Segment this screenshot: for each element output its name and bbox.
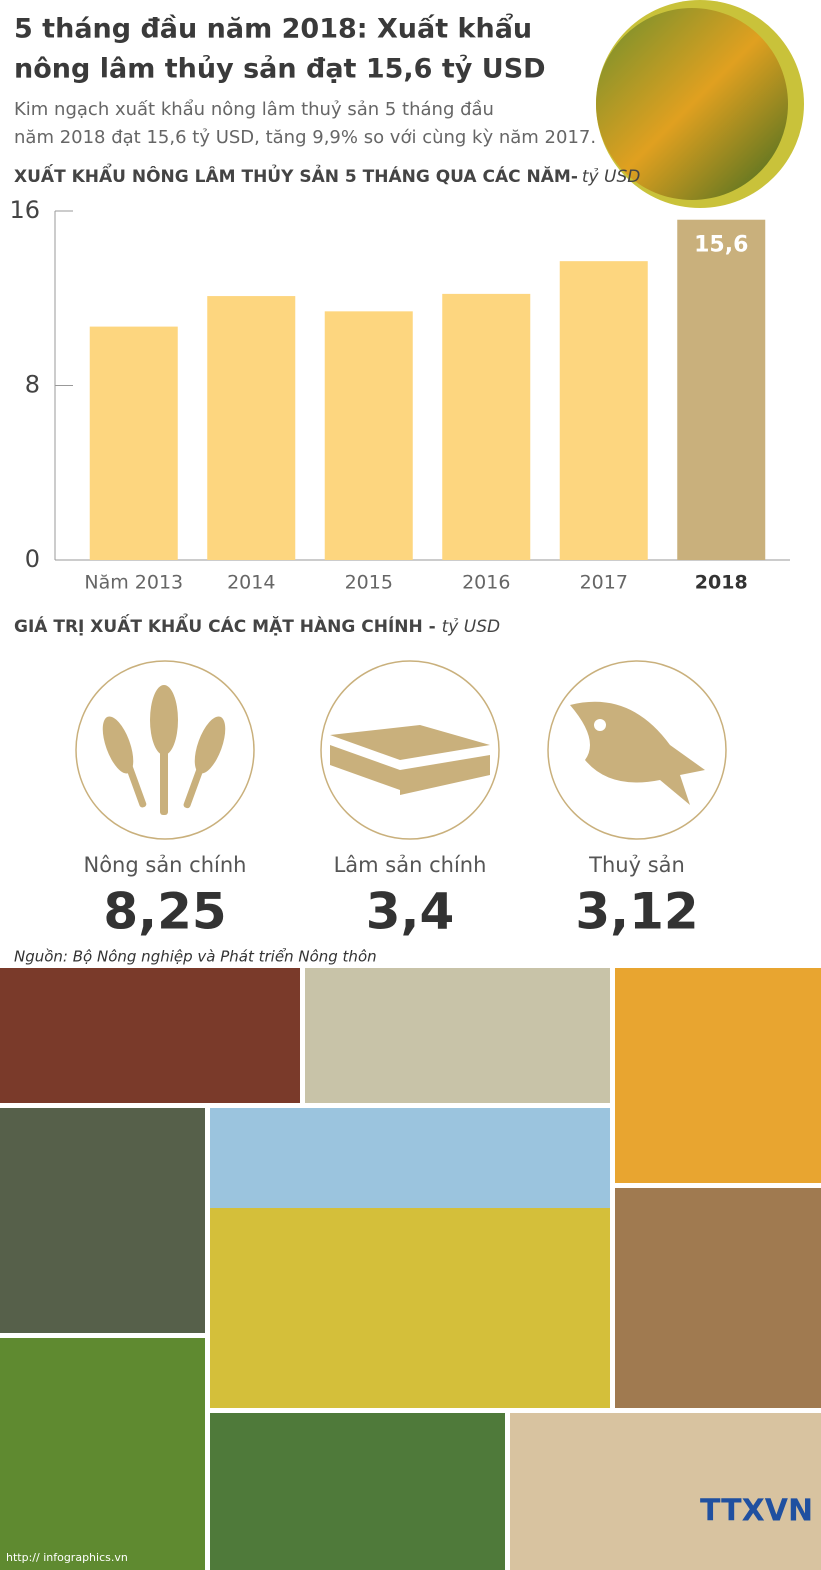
photo	[615, 968, 821, 1183]
bar-chart: 0 8 16 Năm 2013 2014 2015 2016 2017 2018 15,6	[9, 196, 790, 594]
bar	[677, 219, 766, 560]
icon-circle	[320, 660, 500, 840]
photo	[305, 968, 610, 1103]
intro: năm 2018 đạt 15,6 tỷ USD, tăng 9,9% so v…	[14, 127, 596, 148]
bar	[89, 326, 178, 560]
photo	[210, 1208, 610, 1408]
product-label: Thuỷ sản	[588, 853, 685, 877]
section-unit: tỷ USD	[442, 617, 500, 637]
photo	[0, 968, 300, 1103]
photo	[510, 1413, 821, 1570]
icon-circle	[547, 660, 727, 840]
chart-title: XUẤT KHẨU NÔNG LÂM THỦY SẢN 5 THÁNG QUA …	[14, 162, 640, 187]
icon-fish	[570, 701, 705, 805]
product-value: 3,12	[575, 883, 698, 941]
chart-unit: tỷ USD	[582, 167, 640, 187]
title: nông lâm thủy sản đạt 15,6 tỷ USD	[14, 54, 546, 85]
y-tick-label: 8	[25, 371, 40, 399]
icon-circle	[75, 660, 255, 840]
section-title: GIÁ TRỊ XUẤT KHẨU CÁC MẶT HÀNG CHÍNH - t…	[14, 612, 500, 637]
product-label: Lâm sản chính	[334, 853, 487, 877]
product-label: Nông sản chính	[84, 853, 247, 877]
product-value: 8,25	[103, 883, 226, 941]
x-tick-label: Năm 2013	[84, 572, 183, 594]
photo	[0, 1108, 205, 1333]
footer-url: http:// infographics.vn	[6, 1551, 128, 1564]
products: Nông sản chính 8,25 Lâm sản chính 3,4 Thuỷ s…	[75, 660, 727, 941]
bar	[442, 293, 531, 560]
photo	[0, 1338, 205, 1570]
icon-pallet	[330, 725, 490, 795]
bar	[324, 311, 413, 560]
x-tick-label: 2016	[462, 572, 510, 594]
x-tick-label: 2017	[580, 572, 628, 594]
value-label: 15,6	[694, 233, 748, 258]
x-tick-label: 2018	[695, 572, 748, 594]
x-tick-label: 2015	[345, 572, 393, 594]
icon-wheat	[102, 685, 226, 815]
logo: TTXVN	[700, 1494, 813, 1529]
x-tick-label: 2014	[227, 572, 275, 594]
product-value: 3,4	[366, 883, 455, 941]
y-tick-label: 0	[25, 545, 40, 573]
photo	[615, 1188, 821, 1408]
chart-title-text: XUẤT KHẨU NÔNG LÂM THỦY SẢN 5 THÁNG QUA …	[14, 162, 578, 187]
bar	[207, 296, 296, 560]
source: Nguồn: Bộ Nông nghiệp và Phát triển Nông…	[14, 948, 377, 966]
bar	[559, 261, 648, 560]
section-title-text: GIÁ TRỊ XUẤT KHẨU CÁC MẶT HÀNG CHÍNH -	[14, 612, 442, 637]
photo-grid	[0, 968, 821, 1570]
photo	[210, 1108, 610, 1208]
title: 5 tháng đầu năm 2018: Xuất khẩu	[14, 12, 532, 45]
photo-collage	[596, 8, 788, 200]
intro: Kim ngạch xuất khẩu nông lâm thuỷ sản 5 …	[14, 99, 494, 120]
photo	[210, 1413, 505, 1570]
y-tick-label: 16	[9, 196, 40, 224]
